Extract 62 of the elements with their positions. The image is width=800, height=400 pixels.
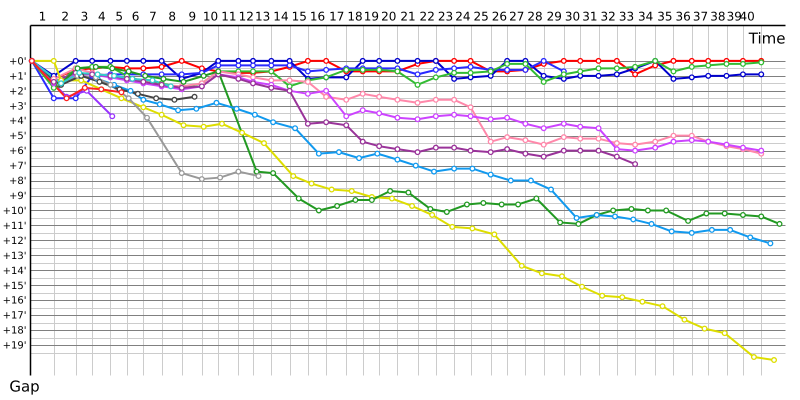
y-tick-label: +1'	[9, 71, 26, 82]
x-tick-label: 9	[188, 10, 196, 24]
y-tick-label: +8'	[9, 176, 26, 188]
x-tick-label: 17	[329, 10, 344, 24]
y-tick-label: +15'	[2, 280, 26, 292]
x-tick-label: 33	[618, 10, 634, 24]
y-tick-label: +18'	[2, 326, 26, 337]
y-tick-label: +16'	[2, 296, 26, 307]
x-tick-label: 27	[509, 10, 524, 24]
x-tick-label: 11	[221, 10, 236, 24]
x-tick-label: 15	[292, 10, 307, 24]
y-tick-label: +6'	[9, 146, 26, 158]
x-tick-label: 3	[80, 10, 88, 24]
y-tick-label: +2'	[9, 86, 26, 98]
x-tick-label: 21	[400, 10, 416, 24]
x-tick-label: 40	[739, 10, 755, 24]
y-tick-label: +7'	[9, 161, 26, 172]
x-tick-label: 35	[657, 10, 672, 24]
y-tick-label: +3'	[9, 101, 26, 112]
x-tick-label: 4	[98, 10, 106, 24]
x-tick-label: 25	[473, 10, 489, 24]
x-tick-label: 38	[710, 10, 726, 24]
x-tick-label: 22	[420, 10, 435, 24]
x-tick-label: 26	[492, 10, 508, 24]
y-tick-label: +9'	[9, 191, 26, 202]
y-tick-label: +5'	[9, 131, 26, 142]
x-tick-label: 34	[638, 10, 654, 24]
x-axis-title: Time	[748, 30, 786, 48]
y-tick-label: +4'	[9, 116, 26, 128]
x-tick-label: 39	[726, 10, 742, 24]
y-tick-label: +17'	[2, 310, 26, 322]
x-tick-label: 24	[455, 10, 470, 24]
x-tick-label: 31	[582, 10, 598, 24]
x-tick-label: 1	[38, 10, 46, 24]
y-axis-title: Gap	[9, 378, 40, 396]
y-tick-label: +13'	[2, 250, 26, 262]
y-tick-label: +10'	[2, 206, 26, 217]
x-tick-label: 7	[149, 10, 157, 24]
x-tick-label: 18	[347, 10, 363, 24]
x-tick-label: 13	[255, 10, 270, 24]
x-tick-label: 14	[273, 10, 289, 24]
x-tick-label: 30	[564, 10, 580, 24]
x-tick-label: 32	[600, 10, 616, 24]
y-tick-label: +14'	[2, 266, 26, 277]
x-tick-label: 36	[675, 10, 691, 24]
x-tick-label: 28	[527, 10, 543, 24]
x-tick-label: 37	[692, 10, 708, 24]
y-tick-label: +12'	[2, 236, 26, 247]
x-tick-label: 5	[115, 10, 123, 24]
x-tick-label: 19	[364, 10, 380, 24]
x-tick-label: 12	[238, 10, 254, 24]
x-tick-label: 23	[438, 10, 454, 24]
x-tick-label: 29	[546, 10, 562, 24]
x-tick-label: 2	[61, 10, 70, 24]
x-tick-label: 20	[381, 10, 396, 24]
y-tick-label: +0'	[9, 56, 26, 68]
x-tick-label: 10	[202, 10, 218, 24]
x-tick-label: 16	[310, 10, 326, 24]
x-tick-label: 6	[132, 10, 140, 24]
x-tick-label: 8	[168, 10, 176, 24]
y-tick-label: +11'	[2, 220, 26, 232]
y-tick-label: +19'	[2, 340, 26, 352]
